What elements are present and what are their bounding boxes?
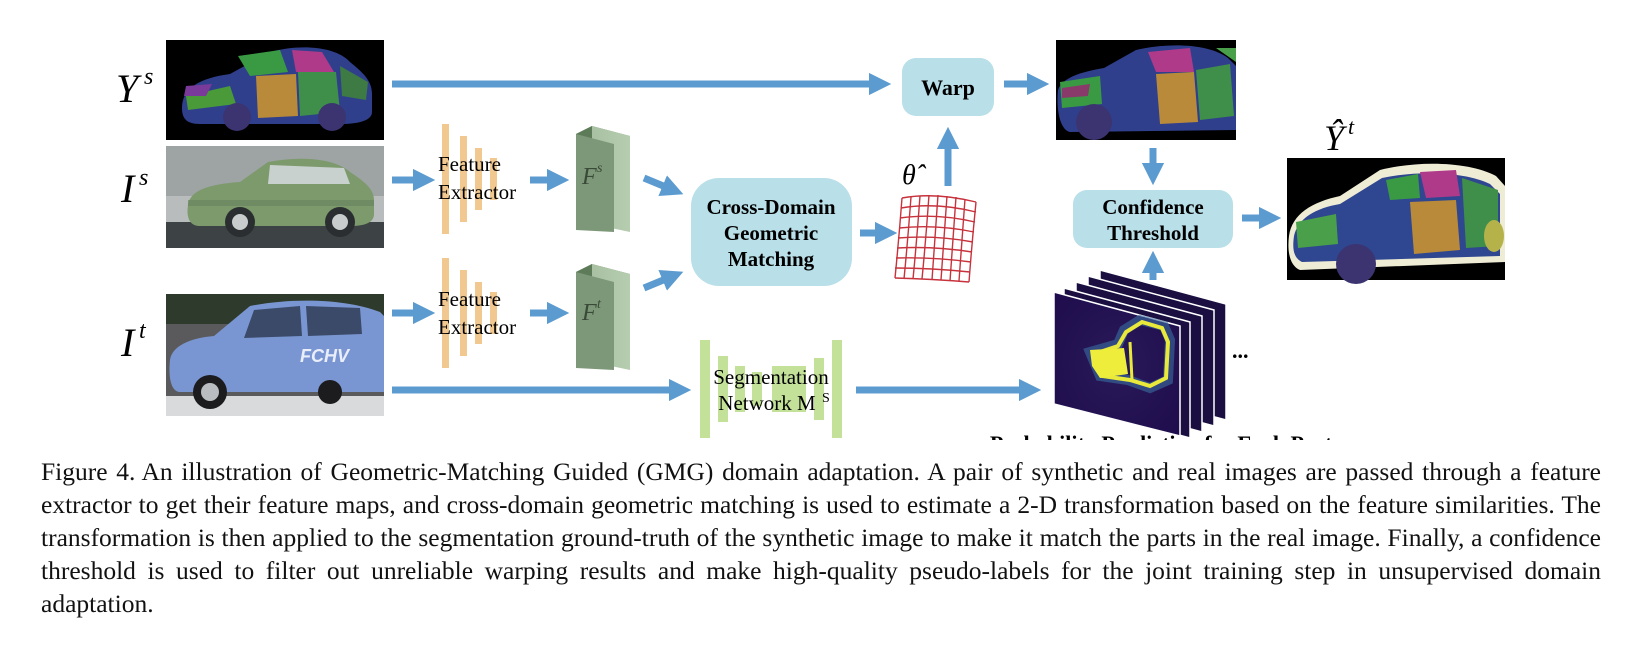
svg-text:S: S (822, 391, 830, 406)
feature-extractor-top-line1: Feature (438, 152, 501, 176)
label-it: I t (120, 318, 147, 365)
svg-text:Geometric: Geometric (724, 221, 818, 245)
cross-domain-matching-box: Cross-Domain Geometric Matching (691, 178, 852, 286)
arrow-ft-to-matching (642, 269, 684, 292)
feature-extractor-top-line2: Extractor (438, 180, 516, 204)
label-yt: Ŷ t (1324, 114, 1355, 158)
svg-text:s: s (139, 165, 148, 191)
probability-caption: Probability Prediction for Each Part (990, 431, 1333, 440)
source-image (166, 146, 384, 248)
svg-text:Warp: Warp (921, 75, 975, 100)
warped-segmentation-image (1056, 40, 1236, 140)
figure-caption: Figure 4. An illustration of Geometric-Ma… (41, 455, 1601, 620)
svg-text:Confidence: Confidence (1102, 195, 1204, 219)
svg-text:Ŷ: Ŷ (1324, 118, 1348, 158)
label-ys: Y s (116, 64, 153, 111)
segmentation-network: Segmentation Network M S (700, 340, 842, 438)
feature-extractor-bottom: Feature Extractor (438, 258, 516, 368)
feature-extractor-bottom-line1: Feature (438, 287, 501, 311)
svg-text:t: t (139, 318, 147, 344)
arrow-fs-to-matching (642, 174, 684, 197)
feature-extractor-bottom-line2: Extractor (438, 315, 516, 339)
feature-map-source: F s (576, 126, 630, 232)
probability-prediction-stack: ... (1053, 269, 1249, 439)
caption-label: Figure 4. (41, 457, 136, 486)
svg-text:F: F (581, 300, 597, 326)
svg-text:s: s (597, 161, 603, 176)
svg-text:θ̂: θ̂ (902, 160, 927, 191)
svg-text:Y: Y (116, 66, 142, 111)
svg-text:Matching: Matching (728, 247, 815, 271)
gmg-diagram: Y s I s I t (116, 40, 1505, 440)
svg-text:F: F (581, 164, 597, 190)
label-is: I s (120, 165, 148, 211)
svg-text:I: I (120, 320, 136, 365)
warp-box: Warp (902, 58, 994, 116)
svg-text:Threshold: Threshold (1107, 221, 1199, 245)
caption-text: An illustration of Geometric-Matching Gu… (41, 457, 1602, 618)
source-segmentation-image (166, 40, 384, 140)
svg-text:Network M: Network M (718, 391, 816, 415)
svg-text:s: s (144, 64, 153, 90)
svg-text:t: t (597, 297, 602, 312)
svg-text:FCHV: FCHV (300, 346, 351, 366)
svg-text:Cross-Domain: Cross-Domain (706, 195, 835, 219)
arrows (392, 72, 1282, 402)
feature-extractor-top: Feature Extractor (438, 124, 516, 234)
svg-text:Segmentation: Segmentation (713, 365, 829, 389)
stack-ellipsis: ... (1232, 338, 1249, 363)
target-image: FCHV (166, 294, 384, 416)
output-pseudo-label-image (1287, 158, 1505, 284)
theta-label: θ̂ (902, 160, 927, 191)
warp-grid-icon (894, 194, 977, 283)
feature-map-target: F t (576, 264, 630, 370)
svg-text:I: I (120, 166, 136, 211)
svg-text:t: t (1348, 114, 1355, 139)
confidence-threshold-box: Confidence Threshold (1073, 190, 1233, 248)
